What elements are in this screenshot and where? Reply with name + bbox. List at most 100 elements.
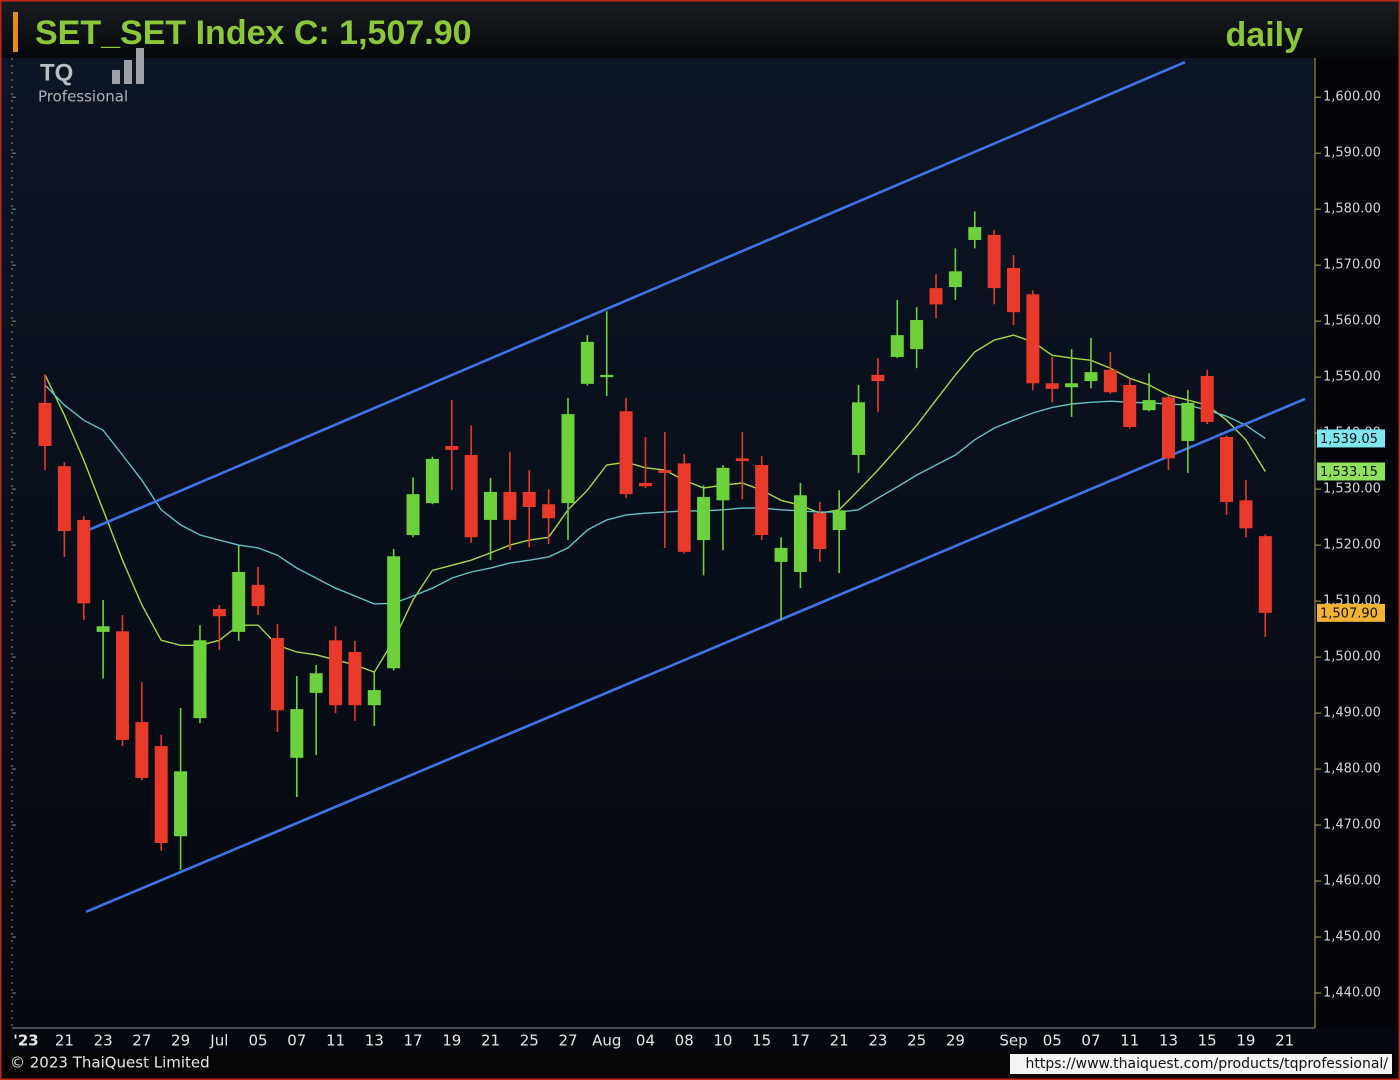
x-tick-label: 10: [713, 1032, 732, 1050]
candle-body: [1200, 376, 1214, 422]
logo-text: TQ: [40, 59, 73, 86]
candle-body: [561, 414, 575, 504]
x-tick-label: 15: [752, 1032, 771, 1050]
candle-body: [697, 496, 711, 541]
candle-body: [968, 227, 982, 240]
candle-body: [948, 271, 962, 287]
candle-body: [1065, 383, 1079, 388]
last-value-label: 1,507.90: [1320, 606, 1378, 621]
x-tick-label: Sep: [999, 1032, 1027, 1050]
candle-body: [658, 470, 672, 473]
x-tick-label: 17: [403, 1032, 422, 1050]
candle-body: [464, 454, 478, 538]
candle-body: [174, 771, 188, 837]
x-tick-label: 23: [868, 1032, 887, 1050]
candle-body: [503, 491, 517, 520]
candle-body: [832, 510, 846, 530]
y-tick-label: 1,570.00: [1323, 258, 1381, 273]
candle-body: [212, 608, 226, 617]
logo-bar: [124, 60, 132, 84]
candle-body: [580, 341, 594, 384]
x-tick-label: Jul: [209, 1032, 228, 1050]
url-box: [1010, 1054, 1392, 1074]
y-tick-label: 1,520.00: [1323, 538, 1381, 553]
x-tick-label: 17: [791, 1032, 810, 1050]
candle-body: [871, 374, 885, 382]
candle-body: [135, 722, 149, 779]
y-tick-label: 1,590.00: [1323, 146, 1381, 161]
last-value-box: [1317, 603, 1385, 622]
x-tick-label: 27: [558, 1032, 577, 1050]
x-tick-label: 07: [287, 1032, 306, 1050]
candle-body: [755, 465, 769, 536]
candle-body: [406, 494, 420, 536]
candle-body: [1181, 402, 1195, 441]
candle-body: [232, 571, 246, 632]
candle-body: [309, 673, 323, 693]
candle-body: [77, 519, 91, 604]
y-tick-label: 1,480.00: [1323, 762, 1381, 777]
candle-body: [425, 458, 439, 504]
candle-body: [290, 709, 304, 758]
x-tick-label: 13: [365, 1032, 384, 1050]
x-tick-label: Aug: [592, 1032, 621, 1050]
x-tick-label: 25: [520, 1032, 539, 1050]
x-tick-label: 05: [1043, 1032, 1062, 1050]
candle-body: [1026, 294, 1040, 384]
candle-body: [1220, 437, 1234, 502]
last-value-label: 1,539.05: [1320, 432, 1378, 447]
x-tick-label: 25: [907, 1032, 926, 1050]
y-tick-label: 1,580.00: [1323, 202, 1381, 217]
candle-body: [542, 504, 556, 519]
candle-body: [1103, 369, 1117, 393]
candle-body: [367, 690, 381, 706]
logo-subtitle: Professional: [38, 88, 128, 106]
candle-body: [193, 640, 207, 719]
last-value-box: [1317, 462, 1385, 481]
x-tick-label: 27: [132, 1032, 151, 1050]
candle-body: [716, 467, 730, 501]
candle-body: [852, 402, 866, 455]
x-tick-label: 21: [481, 1032, 500, 1050]
candle-body: [329, 640, 343, 706]
last-value-box: [1317, 429, 1385, 448]
x-tick-label: 21: [830, 1032, 849, 1050]
candle-body: [774, 547, 788, 562]
y-tick-label: 1,470.00: [1323, 818, 1381, 833]
y-tick-label: 1,600.00: [1323, 90, 1381, 105]
candle-body: [677, 463, 691, 552]
moving-average-line: [44, 334, 1266, 674]
title-bar: [0, 0, 1400, 58]
x-start-label: '23: [13, 1032, 38, 1050]
candle-body: [793, 495, 807, 572]
x-tick-label: 11: [326, 1032, 345, 1050]
x-tick-label: 05: [249, 1032, 268, 1050]
plot-area: [38, 61, 1306, 914]
candle-body: [484, 491, 498, 520]
period-label: daily: [1226, 16, 1304, 54]
x-tick-label: 21: [55, 1032, 74, 1050]
candle-body: [735, 458, 749, 462]
candle-body: [910, 320, 924, 350]
candle-body: [348, 652, 362, 706]
copyright: © 2023 ThaiQuest Limited: [10, 1054, 210, 1072]
y-tick-label: 1,560.00: [1323, 314, 1381, 329]
y-tick-label: 1,440.00: [1323, 986, 1381, 1001]
x-tick-label: 11: [1120, 1032, 1139, 1050]
candle-body: [987, 234, 1001, 289]
y-tick-label: 1,450.00: [1323, 930, 1381, 945]
candle-body: [1142, 400, 1156, 411]
trend-line: [85, 61, 1186, 533]
x-tick-label: 13: [1159, 1032, 1178, 1050]
x-tick-label: 07: [1081, 1032, 1100, 1050]
y-tick-label: 1,530.00: [1323, 482, 1381, 497]
right-axis-area: [1315, 58, 1400, 1028]
chart-title: SET_SET Index C: 1,507.90: [35, 14, 472, 52]
logo-bar: [136, 48, 144, 84]
y-tick-label: 1,500.00: [1323, 650, 1381, 665]
x-tick-label: 21: [1275, 1032, 1294, 1050]
candle-body: [929, 288, 943, 305]
logo-bar: [112, 70, 120, 84]
